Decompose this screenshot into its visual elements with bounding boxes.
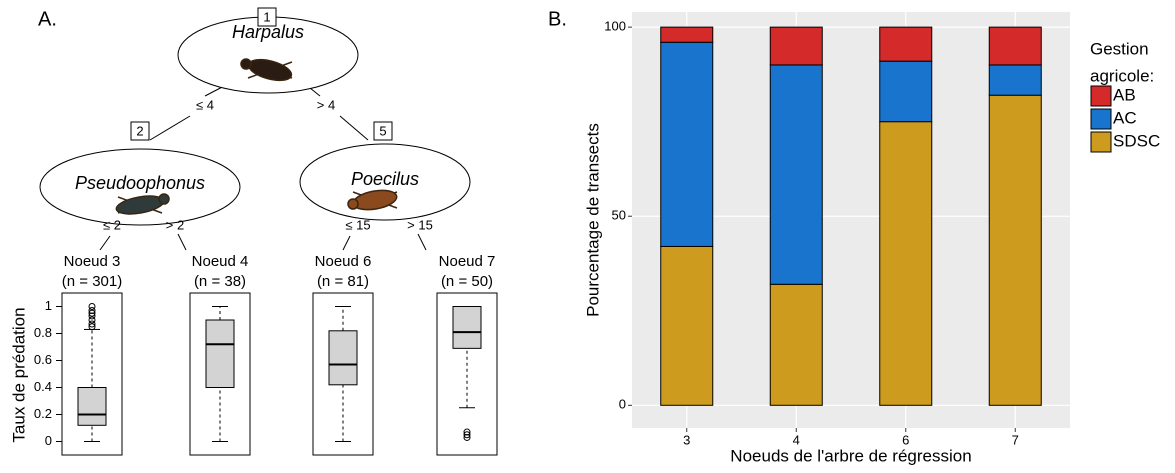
leaf-n: (n = 81)	[317, 273, 369, 290]
x-axis-title: Noeuds de l'arbre de régression	[730, 446, 971, 465]
y-tick-label: 0.8	[34, 325, 52, 340]
box	[452, 306, 482, 349]
legend-label: AB	[1113, 85, 1136, 104]
panel-frame	[61, 292, 123, 456]
x-tick-label: 7	[1012, 432, 1019, 447]
leaf-name: Noeud 6	[315, 253, 372, 270]
y-axis-title: Pourcentage de transects	[583, 123, 602, 317]
x-tick-label: 3	[683, 432, 690, 447]
leaf-name: Noeud 7	[439, 253, 496, 270]
panel-frame	[312, 292, 374, 456]
leaf-name: Noeud 3	[64, 253, 121, 270]
node-id: 5	[379, 123, 386, 138]
y-tick-label: 1	[45, 298, 52, 313]
bar-segment	[769, 26, 823, 66]
outlier	[88, 312, 96, 320]
node-taxon: Poecilus	[351, 169, 419, 189]
legend-label: AC	[1113, 108, 1137, 127]
y-tick-label: 0.4	[34, 379, 52, 394]
outlier	[88, 309, 96, 317]
edge-label: ≤ 2	[103, 217, 121, 232]
bar-segment	[660, 26, 714, 43]
panel-label: A.	[38, 8, 57, 30]
leaf-name: Noeud 4	[192, 253, 249, 270]
panel-label: B.	[548, 8, 567, 30]
node-taxon: Harpalus	[232, 22, 304, 42]
y-tick-label: 0.2	[34, 406, 52, 421]
x-tick-label: 6	[902, 432, 909, 447]
outlier	[88, 320, 96, 328]
outlier	[88, 316, 96, 324]
outlier	[88, 307, 96, 315]
outlier	[88, 303, 96, 310]
outlier	[88, 323, 96, 331]
outlier	[463, 431, 471, 439]
legend-title: Gestion	[1090, 39, 1149, 58]
node-taxon: Pseudoophonus	[75, 173, 205, 193]
legend-key	[1090, 85, 1112, 107]
box	[77, 387, 107, 426]
bar-segment	[879, 60, 933, 123]
y-tick-label: 0	[619, 397, 626, 412]
panel-frame	[189, 292, 251, 456]
edge-label: > 15	[407, 217, 433, 232]
y-tick-label: 0.6	[34, 352, 52, 367]
box	[328, 330, 358, 386]
bar-segment	[988, 64, 1042, 96]
bar-segment	[769, 283, 823, 406]
beetle-icon	[115, 58, 398, 215]
bar-segment	[988, 94, 1042, 406]
bar-segment	[988, 26, 1042, 66]
node-id: 1	[263, 9, 270, 24]
y-tick-label: 0	[45, 433, 52, 448]
edge-label: ≤ 15	[345, 217, 370, 232]
outlier	[463, 433, 471, 441]
legend-key	[1090, 131, 1112, 153]
bar-segment	[769, 64, 823, 285]
bar-segment	[660, 41, 714, 247]
y-tick-label: 50	[612, 208, 626, 223]
box	[205, 319, 235, 388]
leaf-n: (n = 38)	[194, 273, 246, 290]
bar-segment	[660, 245, 714, 406]
leaf-n: (n = 301)	[62, 273, 122, 290]
edge-label: > 4	[317, 97, 335, 112]
y-axis-title: Taux de prédation	[9, 307, 28, 442]
outlier	[463, 428, 471, 436]
edge-label: ≤ 4	[196, 97, 214, 112]
node-id: 2	[136, 123, 143, 138]
edge-label: > 2	[166, 217, 184, 232]
leaf-n: (n = 50)	[441, 273, 493, 290]
bar-segment	[879, 26, 933, 62]
tree-nodes	[39, 7, 471, 226]
x-tick-label: 4	[793, 432, 800, 447]
bar-segment	[879, 121, 933, 406]
legend-label: SDSC	[1113, 131, 1160, 150]
y-tick-label: 100	[604, 19, 626, 34]
legend-title: agricole:	[1090, 66, 1154, 85]
legend-key	[1090, 108, 1112, 130]
panel-frame	[436, 292, 498, 456]
